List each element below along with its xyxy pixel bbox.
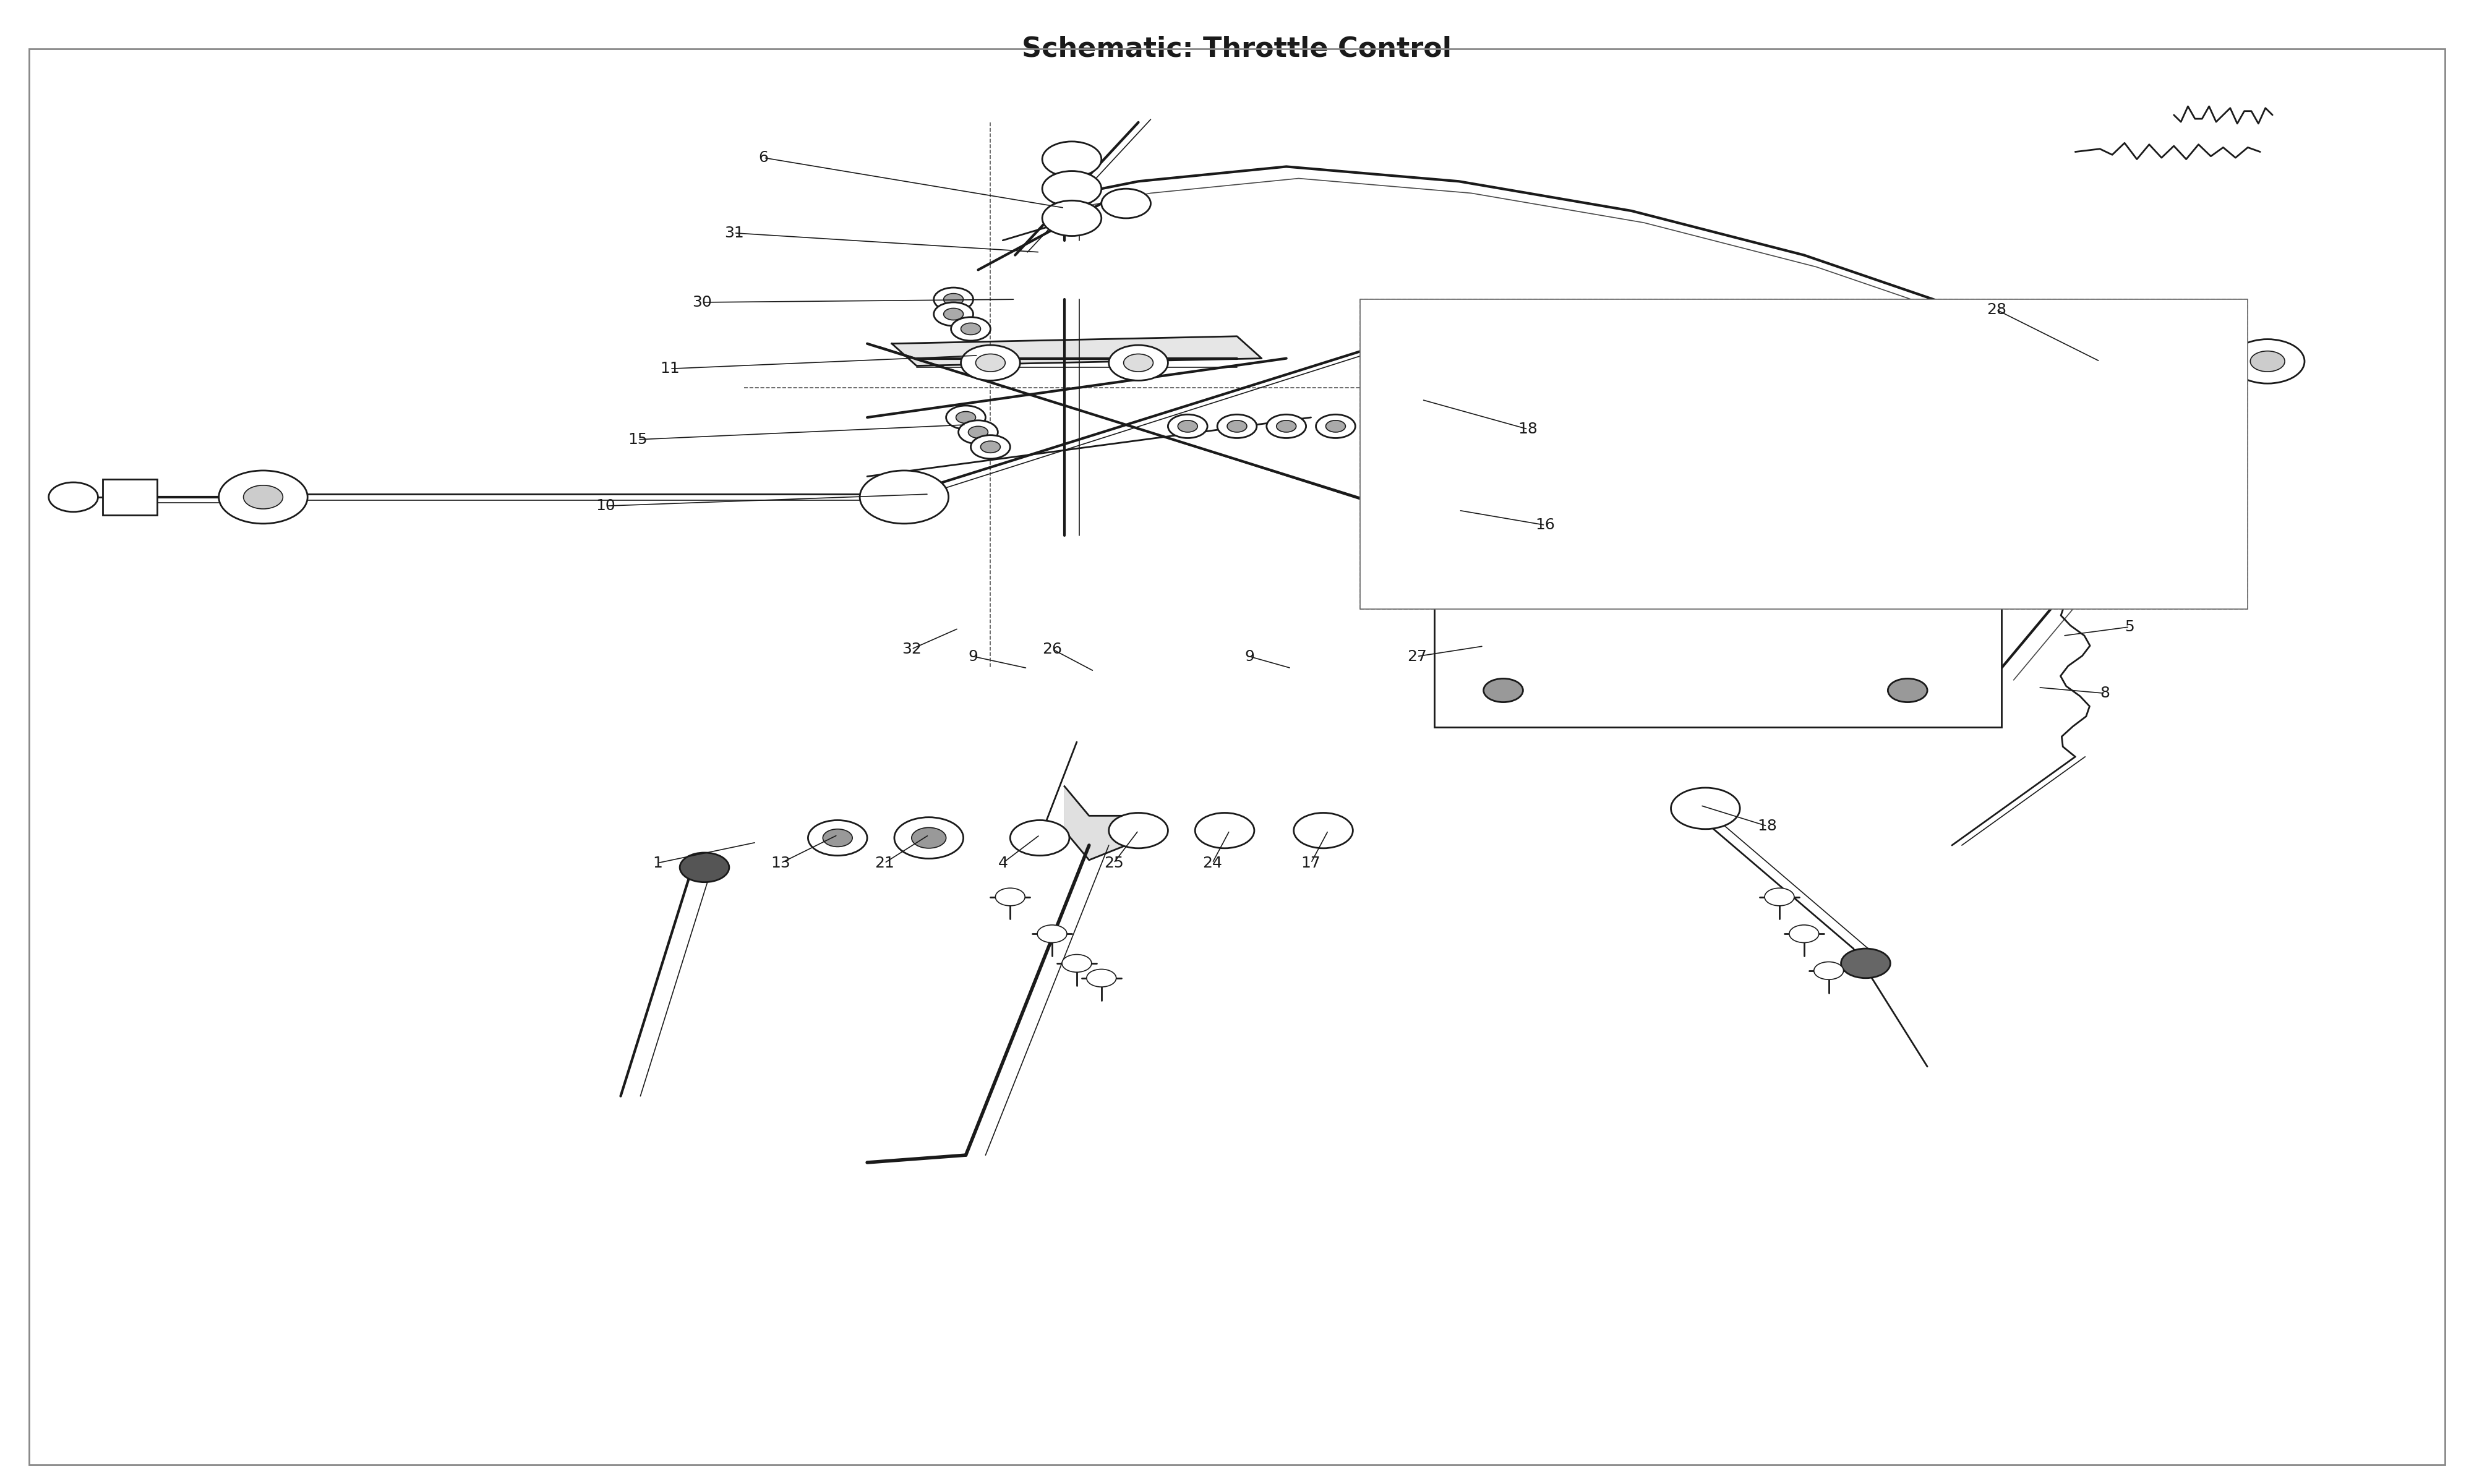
Circle shape [1277, 420, 1296, 432]
Circle shape [970, 435, 1009, 459]
Polygon shape [1064, 787, 1138, 861]
Circle shape [1789, 925, 1818, 942]
Text: 30: 30 [693, 295, 713, 310]
Circle shape [1086, 969, 1116, 987]
Text: 15: 15 [628, 432, 648, 447]
Circle shape [933, 288, 972, 312]
Text: 18: 18 [1757, 819, 1776, 834]
Circle shape [1217, 414, 1257, 438]
Text: Schematic: Throttle Control: Schematic: Throttle Control [1022, 36, 1452, 62]
Circle shape [2232, 340, 2303, 383]
Circle shape [1178, 420, 1197, 432]
Text: 18: 18 [1519, 421, 1539, 436]
Circle shape [1940, 488, 2014, 533]
Circle shape [1888, 678, 1927, 702]
Circle shape [809, 821, 868, 856]
Circle shape [980, 441, 999, 453]
Circle shape [957, 420, 997, 444]
Circle shape [995, 887, 1024, 905]
Text: 1: 1 [653, 856, 663, 871]
Circle shape [933, 303, 972, 326]
Text: 9: 9 [1244, 649, 1254, 663]
Text: 17: 17 [1301, 856, 1321, 871]
Circle shape [967, 426, 987, 438]
Circle shape [950, 318, 990, 341]
Circle shape [218, 470, 307, 524]
Circle shape [242, 485, 282, 509]
Circle shape [1888, 576, 1927, 600]
Circle shape [1484, 576, 1524, 600]
Circle shape [680, 853, 730, 881]
Circle shape [1042, 141, 1101, 177]
Circle shape [943, 309, 962, 321]
Text: 4: 4 [997, 856, 1007, 871]
Circle shape [955, 411, 975, 423]
Text: 32: 32 [901, 641, 920, 656]
Circle shape [861, 470, 948, 524]
Bar [104, 479, 158, 515]
Circle shape [1499, 384, 1559, 420]
Circle shape [1484, 580, 1680, 697]
Circle shape [1037, 925, 1066, 942]
Circle shape [2118, 503, 2192, 548]
Circle shape [1484, 678, 1524, 702]
Circle shape [1123, 355, 1153, 371]
Text: 24: 24 [1202, 856, 1222, 871]
Circle shape [960, 346, 1019, 380]
Text: 31: 31 [725, 226, 745, 240]
Circle shape [945, 405, 985, 429]
Circle shape [1440, 554, 1724, 724]
Text: 16: 16 [1536, 518, 1556, 533]
Circle shape [1685, 554, 1972, 724]
Polygon shape [891, 337, 1262, 365]
Circle shape [1294, 813, 1353, 849]
Circle shape [1195, 813, 1254, 849]
Circle shape [1326, 420, 1346, 432]
Circle shape [975, 355, 1004, 371]
Text: 27: 27 [1408, 649, 1427, 663]
Circle shape [1267, 414, 1306, 438]
Text: 13: 13 [772, 856, 792, 871]
Circle shape [893, 818, 962, 859]
Circle shape [1959, 500, 1994, 521]
Circle shape [1108, 813, 1168, 849]
Circle shape [960, 324, 980, 335]
Text: 5: 5 [2125, 619, 2135, 634]
Circle shape [1108, 346, 1168, 380]
Circle shape [1764, 887, 1794, 905]
Circle shape [1101, 188, 1150, 218]
Circle shape [1813, 962, 1843, 979]
Circle shape [1227, 420, 1247, 432]
Circle shape [49, 482, 99, 512]
Bar [1361, 300, 2249, 610]
Text: 6: 6 [760, 150, 769, 165]
Circle shape [1841, 948, 1890, 978]
Circle shape [1670, 788, 1739, 830]
Text: 11: 11 [661, 361, 680, 375]
Bar [1435, 536, 2001, 727]
Circle shape [1168, 414, 1207, 438]
Text: 26: 26 [1042, 641, 1061, 656]
Circle shape [1061, 954, 1091, 972]
Circle shape [1042, 171, 1101, 206]
Circle shape [1316, 414, 1356, 438]
Circle shape [943, 294, 962, 306]
Circle shape [824, 830, 854, 847]
Circle shape [2251, 352, 2286, 371]
Circle shape [1729, 580, 1927, 697]
Circle shape [1042, 200, 1101, 236]
Text: 25: 25 [1103, 856, 1123, 871]
Text: 8: 8 [2100, 686, 2110, 700]
Text: 10: 10 [596, 499, 616, 513]
Text: 21: 21 [876, 856, 893, 871]
Circle shape [1009, 821, 1069, 856]
Text: 28: 28 [1987, 303, 2006, 318]
Text: 9: 9 [967, 649, 977, 663]
Circle shape [910, 828, 945, 849]
